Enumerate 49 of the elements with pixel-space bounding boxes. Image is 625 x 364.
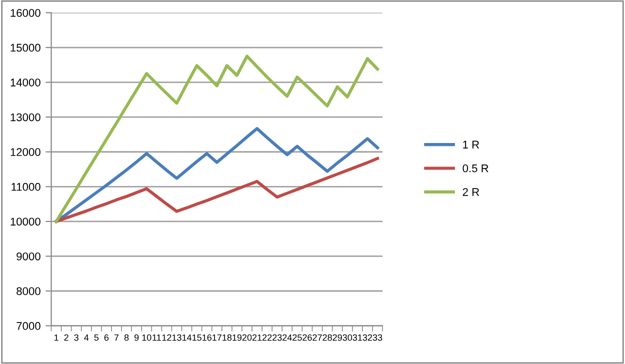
x-tick-label: 21 bbox=[252, 334, 262, 341]
x-tick-label: 32 bbox=[362, 334, 372, 341]
x-tick-label: 12 bbox=[162, 334, 172, 341]
x-tick-label: 2 bbox=[64, 334, 68, 341]
legend-label: 2 R bbox=[462, 188, 480, 196]
x-tick-label: 29 bbox=[332, 334, 342, 341]
x-tick-label: 30 bbox=[342, 334, 352, 341]
x-tick-label: 24 bbox=[282, 334, 292, 341]
y-tick-label: 14000 bbox=[10, 78, 40, 86]
x-tick-label: 13 bbox=[172, 334, 182, 341]
line-series bbox=[54, 54, 380, 223]
line-series bbox=[54, 156, 380, 223]
x-tick-label: 5 bbox=[94, 334, 99, 341]
x-tick-label: 31 bbox=[352, 334, 362, 341]
x-tick-label: 16 bbox=[202, 334, 212, 341]
x-tick-label: 3 bbox=[74, 334, 78, 341]
y-tick-label: 12000 bbox=[10, 148, 40, 156]
y-tick-label: 13000 bbox=[10, 113, 40, 122]
x-tick-label: 15 bbox=[192, 334, 202, 341]
x-tick-label: 28 bbox=[322, 334, 332, 341]
y-tick-label: 15000 bbox=[10, 44, 40, 52]
y-tick-label: 16000 bbox=[10, 9, 40, 17]
x-tick-label: 22 bbox=[262, 334, 272, 341]
x-tick-label: 27 bbox=[312, 334, 322, 341]
x-tick-label: 9 bbox=[134, 334, 139, 341]
legend-label: 1 R bbox=[463, 140, 480, 148]
line-series bbox=[54, 127, 380, 223]
y-tick-label: 9000 bbox=[16, 252, 40, 260]
x-tick-label: 6 bbox=[104, 334, 109, 341]
y-tick-label: 10000 bbox=[10, 218, 40, 226]
x-tick-label: 33 bbox=[372, 334, 382, 341]
y-tick-label: 8000 bbox=[16, 287, 40, 296]
x-tick-label: 19 bbox=[232, 334, 242, 341]
x-tick-label: 1 bbox=[54, 334, 58, 341]
x-tick-label: 11 bbox=[152, 334, 161, 341]
x-tick-label: 25 bbox=[292, 334, 302, 341]
x-tick-label: 20 bbox=[242, 334, 252, 341]
x-tick-label: 23 bbox=[272, 334, 282, 341]
x-tick-label: 14 bbox=[182, 334, 192, 341]
x-tick-label: 4 bbox=[84, 334, 89, 341]
x-tick-label: 17 bbox=[212, 334, 222, 341]
x-tick-label: 8 bbox=[124, 334, 129, 341]
x-tick-label: 7 bbox=[114, 334, 119, 341]
x-tick-label: 26 bbox=[302, 334, 312, 341]
x-tick-label: 10 bbox=[142, 334, 152, 341]
legend-label: 0.5 R bbox=[462, 164, 488, 172]
y-tick-label: 11000 bbox=[12, 182, 40, 191]
x-tick-label: 18 bbox=[222, 334, 232, 341]
y-tick-label: 7000 bbox=[16, 322, 40, 330]
